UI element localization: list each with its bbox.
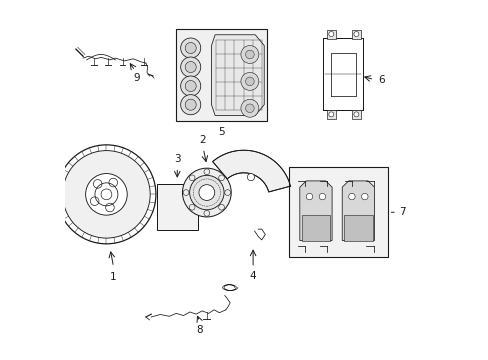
Circle shape [241, 99, 258, 117]
Bar [179, 196, 181, 204]
Polygon shape [299, 181, 331, 240]
Circle shape [180, 57, 201, 77]
Circle shape [328, 32, 333, 37]
Circle shape [348, 193, 354, 200]
Polygon shape [212, 150, 290, 192]
Circle shape [180, 76, 201, 96]
Circle shape [245, 50, 254, 59]
Polygon shape [211, 35, 264, 116]
Circle shape [241, 45, 258, 63]
Circle shape [328, 112, 333, 117]
Polygon shape [301, 215, 329, 240]
Text: 4: 4 [249, 271, 256, 282]
Circle shape [199, 185, 214, 201]
Circle shape [245, 77, 254, 86]
Bar [178, 192, 182, 197]
Bar [351, 110, 360, 119]
Text: 9: 9 [133, 73, 140, 83]
Bar [168, 204, 173, 210]
Text: 8: 8 [196, 325, 203, 335]
Circle shape [247, 174, 254, 181]
Circle shape [182, 168, 231, 217]
Circle shape [185, 99, 196, 110]
Text: 5: 5 [218, 127, 224, 137]
Bar [289, 167, 387, 257]
Text: 2: 2 [199, 135, 205, 145]
Circle shape [353, 32, 358, 37]
Text: 6: 6 [377, 75, 384, 85]
Bar [175, 30, 266, 121]
Text: 7: 7 [398, 207, 405, 217]
Bar [326, 30, 335, 39]
Bar [163, 196, 165, 204]
Bar [169, 209, 172, 217]
Bar [156, 184, 198, 230]
Circle shape [245, 104, 254, 113]
Circle shape [185, 62, 196, 73]
Circle shape [305, 193, 312, 200]
Bar [351, 30, 360, 39]
Circle shape [361, 193, 367, 200]
Bar [183, 209, 188, 215]
Text: 3: 3 [174, 154, 180, 164]
Text: 1: 1 [110, 272, 117, 282]
Circle shape [189, 175, 224, 210]
Circle shape [62, 150, 150, 238]
Bar [184, 213, 187, 221]
Polygon shape [344, 215, 372, 240]
Circle shape [180, 38, 201, 58]
Circle shape [319, 193, 325, 200]
Bar [326, 110, 335, 119]
Circle shape [85, 174, 127, 215]
Circle shape [185, 42, 196, 54]
Polygon shape [342, 181, 374, 240]
Circle shape [185, 81, 196, 91]
Circle shape [241, 72, 258, 90]
Circle shape [353, 112, 358, 117]
Bar [162, 192, 166, 197]
Circle shape [180, 95, 201, 115]
